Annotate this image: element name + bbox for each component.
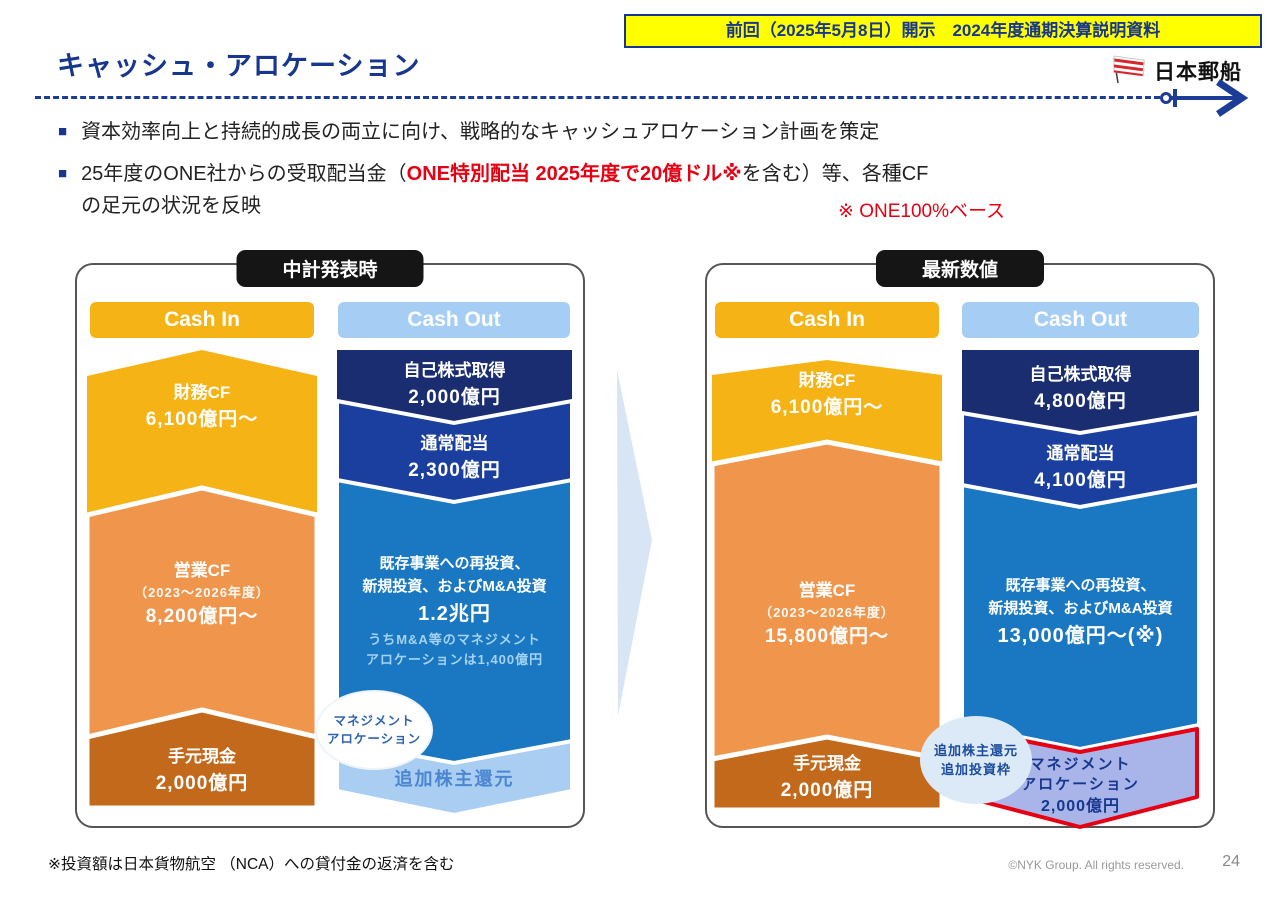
tegen-cash-shape xyxy=(84,707,320,811)
panel-latest-badge: 最新数値 xyxy=(875,250,1045,287)
dotted-rule xyxy=(35,96,1160,99)
transition-arrow-icon xyxy=(598,360,662,729)
disclosure-banner: 前回（2025年5月8日）開示 2024年度通期決算説明資料 xyxy=(624,14,1262,48)
buyback-label: 自己株式取得 4,800億円 xyxy=(1029,365,1132,413)
dividend-label: 通常配当 4,100億円 xyxy=(1034,444,1127,492)
zaimu-cf-label: 財務CF 6,100億円〜 xyxy=(770,371,884,419)
bullet-2: ■ 25年度のONE社からの受取配当金（ONE特別配当 2025年度で20億ドル… xyxy=(58,158,1238,222)
bullet-2-post: を含む）等、各種CF xyxy=(741,163,929,185)
management-allocation-label: マネジメント アロケーション 2,000億円 xyxy=(1021,756,1140,815)
investment-label: 既存事業への再投資、 新規投資、およびM&A投資 13,000億円〜(※) xyxy=(988,577,1173,647)
footnote: ※投資額は日本貨物航空 （NCA）への貸付金の返済を含む xyxy=(48,856,455,873)
cash-in-header: Cash In xyxy=(715,302,939,338)
eigyo-cf-shape xyxy=(84,485,320,744)
bullet-2-line2: の足元の状況を反映 xyxy=(81,195,262,217)
management-allocation-callout: マネジメント アロケーション xyxy=(317,692,431,768)
zaimu-cf-shape xyxy=(712,360,942,472)
tegen-cash-label: 手元現金 2,000億円 xyxy=(155,747,249,795)
cash-out-header: Cash Out xyxy=(962,302,1199,338)
nyk-flag-icon xyxy=(1108,52,1148,89)
bullet-square-icon: ■ xyxy=(58,123,68,140)
page-title: キャッシュ・アロケーション xyxy=(57,51,421,81)
bullet-2-highlight: ONE特別配当 2025年度で20億ドル※ xyxy=(406,163,742,185)
arrow-right-icon xyxy=(1158,78,1258,123)
buyback-shape xyxy=(962,350,1199,437)
cashflow-shapes-latest xyxy=(709,350,1201,829)
cash-out-header: Cash Out xyxy=(338,302,570,338)
additional-frame-callout: 追加株主還元 追加投資枠 xyxy=(920,716,1032,804)
key-messages: ■ 資本効率向上と持続的成長の両立に向け、戦略的なキャッシュアロケーション計画を… xyxy=(58,116,1238,232)
eigyo-cf-shape xyxy=(709,439,945,764)
copyright: ©NYK Group. All rights reserved. xyxy=(1008,858,1184,872)
eigyo-cf-label: 営業CF （2023〜2026年度） 15,800億円〜 xyxy=(759,581,895,647)
dividend-label: 通常配当 2,300億円 xyxy=(408,434,501,482)
panel-midterm-plan: 中計発表時 Cash In Cash Out 財務CF 6,100億円〜 営業C… xyxy=(75,250,585,828)
panel-latest-figures: 最新数値 Cash In Cash Out 財務CF 6,100億円〜 営業CF… xyxy=(705,250,1215,829)
nyk-logo: 日本郵船 xyxy=(1108,52,1242,89)
additional-return-label: 追加株主還元 xyxy=(394,769,515,789)
zaimu-cf-shape xyxy=(87,350,317,519)
zaimu-cf-label: 財務CF 6,100億円〜 xyxy=(145,383,259,431)
bullet-1-text: 資本効率向上と持続的成長の両立に向け、戦略的なキャッシュアロケーション計画を策定 xyxy=(81,121,880,143)
panel-midterm-badge: 中計発表時 xyxy=(236,250,424,287)
eigyo-cf-label: 営業CF （2023〜2026年度） 8,200億円〜 xyxy=(134,561,270,627)
bullet-2-text: 25年度のONE社からの受取配当金（ONE特別配当 2025年度で20億ドル※を… xyxy=(81,158,928,222)
buyback-label: 自己株式取得 2,000億円 xyxy=(403,361,506,409)
tegen-cash-label: 手元現金 2,000億円 xyxy=(780,754,874,802)
investment-label: 既存事業への再投資、 新規投資、およびM&A投資 1.2兆円 うちM&A等のマネ… xyxy=(362,555,547,667)
page-number: 24 xyxy=(1222,853,1240,870)
bullet-2-pre: 25年度のONE社からの受取配当金（ xyxy=(81,163,407,185)
bullet-1: ■ 資本効率向上と持続的成長の両立に向け、戦略的なキャッシュアロケーション計画を… xyxy=(58,116,1238,148)
nyk-logo-text: 日本郵船 xyxy=(1154,60,1242,84)
buyback-shape xyxy=(337,350,572,427)
cash-in-header: Cash In xyxy=(90,302,314,338)
one-basis-note: ※ ONE100%ベース xyxy=(838,201,1006,222)
bullet-square-icon: ■ xyxy=(58,165,68,182)
